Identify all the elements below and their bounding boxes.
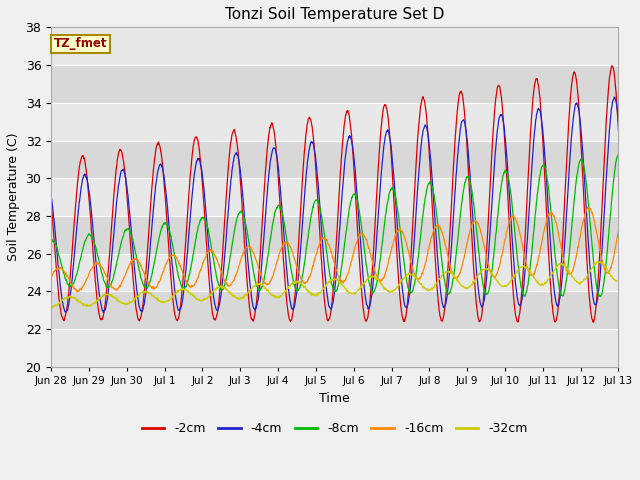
-32cm [424,286,431,292]
Line: -2cm: -2cm [51,66,618,322]
-32cm [237,295,245,300]
-16cm [497,253,505,259]
-32cm [47,304,55,310]
-32cm [49,305,57,311]
Line: -8cm: -8cm [51,154,618,297]
-2cm [47,198,55,204]
-16cm [237,256,245,262]
-16cm [47,274,55,280]
-2cm [614,128,622,134]
-8cm [173,268,181,274]
-2cm [547,290,555,296]
Line: -32cm: -32cm [51,261,618,308]
-2cm [173,318,181,324]
-2cm [608,63,616,69]
-8cm [423,187,431,192]
Bar [51,27,618,65]
Title: Tonzi Soil Temperature Set D: Tonzi Soil Temperature Set D [225,7,445,22]
Text: TZ_fmet: TZ_fmet [54,37,108,50]
-4cm [497,111,505,117]
-2cm [159,171,167,177]
-8cm [237,209,244,215]
-2cm [237,183,244,189]
-32cm [160,300,168,305]
-4cm [548,255,556,261]
-8cm [596,294,604,300]
-8cm [547,210,555,216]
-8cm [497,185,505,191]
-4cm [237,176,245,182]
Y-axis label: Soil Temperature (C): Soil Temperature (C) [7,133,20,262]
-4cm [160,172,168,178]
Bar [51,141,618,178]
Bar [51,103,618,141]
-8cm [47,238,55,244]
-32cm [497,283,505,288]
Line: -16cm: -16cm [51,207,618,292]
-2cm [497,92,505,98]
-16cm [74,289,81,295]
-4cm [47,192,55,198]
-4cm [614,118,622,124]
-32cm [593,258,601,264]
-16cm [614,228,622,234]
-16cm [424,252,431,258]
-4cm [424,128,431,133]
Bar [51,329,618,367]
-2cm [423,118,431,124]
Bar [51,65,618,103]
Bar [51,254,618,291]
Legend: -2cm, -4cm, -8cm, -16cm, -32cm: -2cm, -4cm, -8cm, -16cm, -32cm [137,418,532,440]
-32cm [174,289,182,295]
-4cm [174,305,182,311]
Bar [51,216,618,254]
-2cm [590,319,598,325]
-32cm [548,272,556,278]
-8cm [614,151,622,157]
-4cm [611,94,618,100]
-16cm [584,204,591,210]
-16cm [548,209,556,215]
Bar [51,178,618,216]
-16cm [174,257,182,263]
-8cm [159,221,167,227]
X-axis label: Time: Time [319,392,350,405]
Line: -4cm: -4cm [51,97,618,312]
Bar [51,291,618,329]
-4cm [100,310,108,315]
-32cm [614,279,622,285]
-16cm [160,267,168,273]
